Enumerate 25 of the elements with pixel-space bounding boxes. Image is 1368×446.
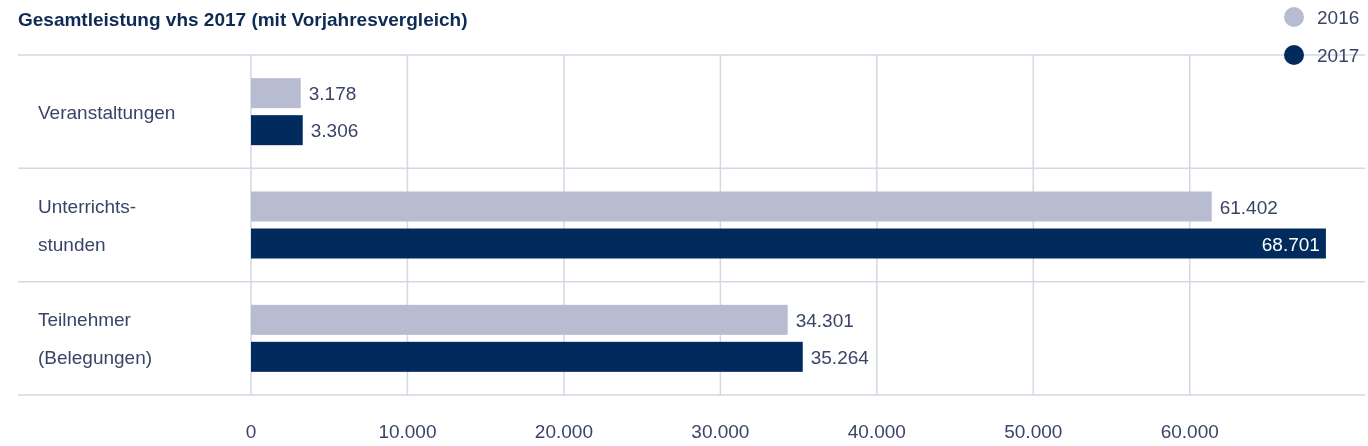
data-label: 3.178 — [308, 83, 357, 105]
y-tick-label: Veranstaltungen — [38, 101, 176, 123]
x-tick-label: 30.000 — [691, 421, 750, 442]
bar — [251, 78, 301, 109]
bar — [251, 228, 1326, 259]
data-label: 68.701 — [1261, 233, 1320, 255]
x-tick-label: 20.000 — [534, 421, 593, 442]
x-tick-label: 10.000 — [378, 421, 437, 442]
chart-title: Gesamtleistung vhs 2017 (mit Vorjahresvergleich) — [18, 9, 468, 30]
bar — [251, 304, 788, 335]
bar — [251, 115, 303, 146]
x-tick-label: 0 — [245, 421, 257, 442]
data-label: 35.264 — [810, 346, 870, 368]
bar — [251, 341, 803, 372]
bar — [251, 191, 1212, 222]
x-tick-label: 60.000 — [1160, 421, 1219, 442]
y-tick-label: Teilnehmer (Belegungen) — [38, 309, 153, 369]
data-label: 3.306 — [310, 120, 359, 142]
x-tick-label: 40.000 — [847, 421, 906, 442]
y-tick-label: Unterrichts-stunden — [38, 196, 137, 255]
data-label: 61.402 — [1219, 196, 1278, 218]
legend-label: 2017 — [1317, 45, 1360, 66]
data-label: 34.301 — [795, 309, 854, 331]
x-tick-label: 50.000 — [1004, 421, 1063, 442]
legend-label: 2016 — [1317, 7, 1360, 28]
